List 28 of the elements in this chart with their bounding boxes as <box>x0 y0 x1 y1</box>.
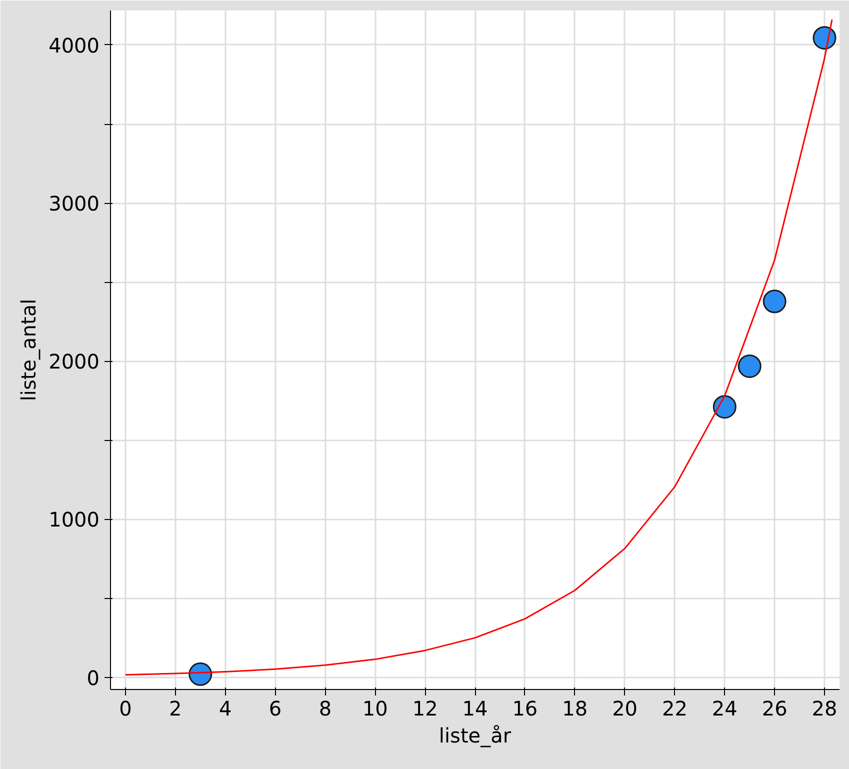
x-tick-label: 12 <box>412 696 438 720</box>
x-tick-label: 28 <box>812 696 838 720</box>
y-tick-label: 0 <box>86 666 100 690</box>
x-tick-label: 10 <box>362 696 388 720</box>
x-tick-label: 20 <box>612 696 638 720</box>
x-tick-label: 26 <box>762 696 788 720</box>
y-tick-label: 1000 <box>48 508 100 532</box>
x-tick-label: 24 <box>712 696 738 720</box>
x-tick-label: 6 <box>268 696 282 720</box>
x-tick-label: 16 <box>512 696 538 720</box>
x-tick-label: 18 <box>562 696 588 720</box>
line-series <box>124 18 833 676</box>
point <box>712 395 736 419</box>
point <box>738 354 762 378</box>
x-tick-label: 2 <box>169 696 182 720</box>
x-tick-label: 14 <box>462 696 488 720</box>
point <box>762 290 786 314</box>
x-axis-title: liste_år <box>438 724 512 748</box>
y-tick-label: 2000 <box>48 350 100 374</box>
x-tick-label: 22 <box>662 696 688 720</box>
x-tick-label: 8 <box>318 696 332 720</box>
y-tick-label: 3000 <box>48 192 100 216</box>
y-tick-label: 4000 <box>48 33 100 58</box>
x-tick-label: 0 <box>119 696 132 720</box>
x-tick-label: 4 <box>218 696 232 720</box>
y-axis-title: liste_antal <box>16 298 41 402</box>
point <box>188 662 212 686</box>
point <box>812 26 836 50</box>
